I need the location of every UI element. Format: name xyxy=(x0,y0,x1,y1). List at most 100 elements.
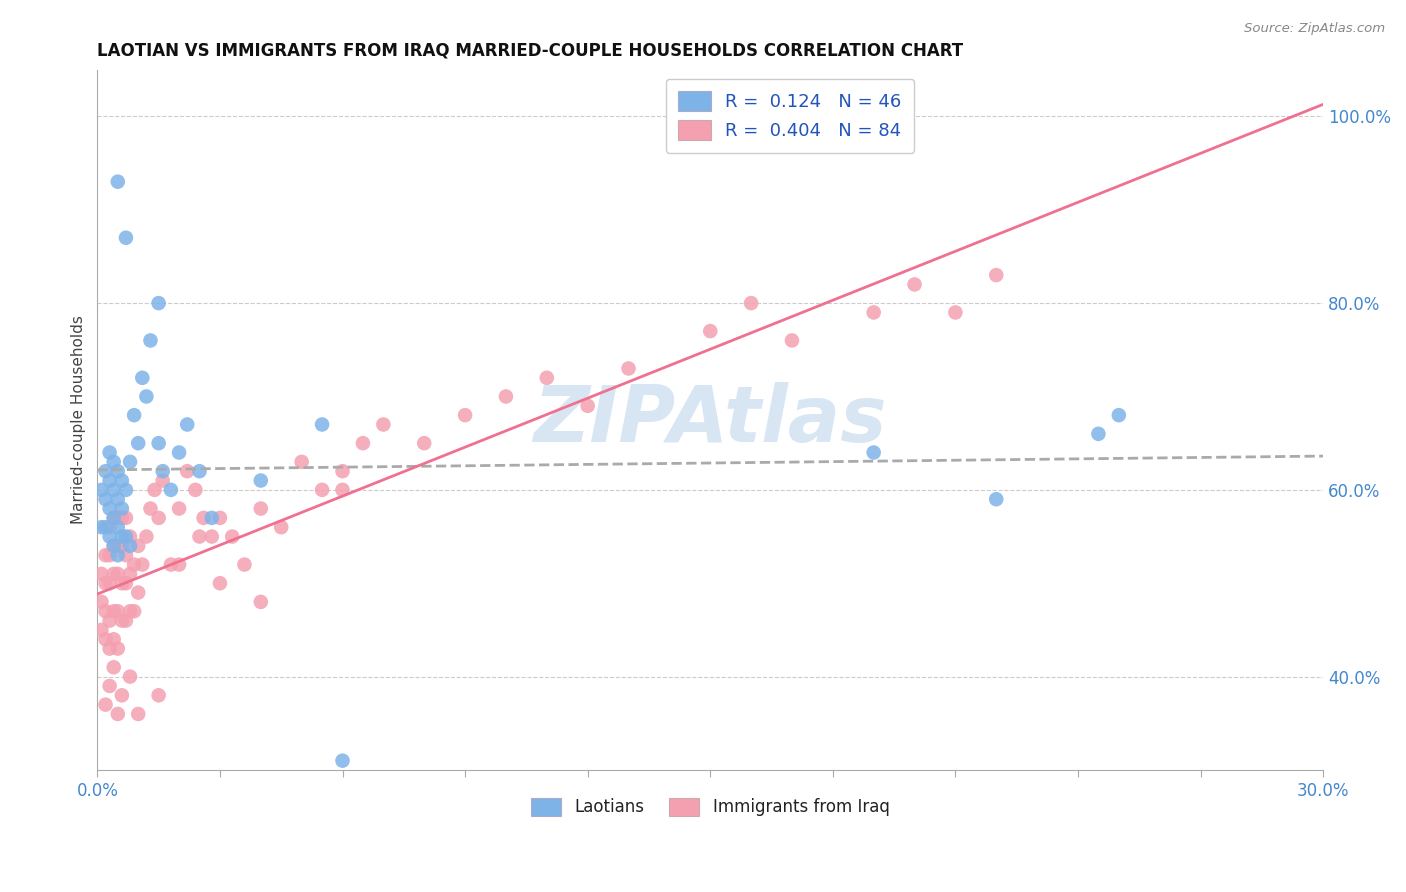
Point xyxy=(1087,426,1109,441)
Point xyxy=(111,511,134,525)
Point xyxy=(115,231,138,245)
Point xyxy=(118,604,141,618)
Point xyxy=(115,511,138,525)
Point xyxy=(90,520,112,534)
Point xyxy=(103,604,125,618)
Point xyxy=(903,277,925,292)
Point xyxy=(152,474,174,488)
Point xyxy=(98,679,121,693)
Point xyxy=(167,501,190,516)
Point xyxy=(152,464,174,478)
Point xyxy=(90,483,112,497)
Point xyxy=(413,436,436,450)
Point xyxy=(94,548,117,562)
Text: ZIPAtlas: ZIPAtlas xyxy=(533,382,887,458)
Point xyxy=(148,511,170,525)
Point xyxy=(740,296,762,310)
Point xyxy=(131,371,153,385)
Point xyxy=(1108,408,1130,422)
Point xyxy=(122,558,145,572)
Point xyxy=(454,408,477,422)
Point xyxy=(332,754,354,768)
Point xyxy=(90,595,112,609)
Point xyxy=(270,520,292,534)
Point xyxy=(107,539,129,553)
Point xyxy=(103,539,125,553)
Point xyxy=(127,585,149,599)
Point xyxy=(160,558,183,572)
Point xyxy=(103,660,125,674)
Point xyxy=(103,455,125,469)
Point xyxy=(115,614,138,628)
Point xyxy=(98,641,121,656)
Point xyxy=(176,417,198,432)
Point xyxy=(188,464,211,478)
Point xyxy=(111,688,134,702)
Point xyxy=(90,566,112,581)
Text: LAOTIAN VS IMMIGRANTS FROM IRAQ MARRIED-COUPLE HOUSEHOLDS CORRELATION CHART: LAOTIAN VS IMMIGRANTS FROM IRAQ MARRIED-… xyxy=(97,42,963,60)
Point xyxy=(98,548,121,562)
Point xyxy=(373,417,395,432)
Point xyxy=(127,539,149,553)
Point xyxy=(107,464,129,478)
Point xyxy=(107,175,129,189)
Point xyxy=(103,511,125,525)
Point xyxy=(233,558,256,572)
Point xyxy=(617,361,640,376)
Point xyxy=(107,641,129,656)
Point xyxy=(193,511,215,525)
Point xyxy=(107,548,129,562)
Point xyxy=(94,604,117,618)
Point xyxy=(118,670,141,684)
Point xyxy=(945,305,967,319)
Point xyxy=(118,566,141,581)
Point xyxy=(94,520,117,534)
Point xyxy=(107,511,129,525)
Point xyxy=(94,492,117,507)
Point xyxy=(184,483,207,497)
Point xyxy=(167,558,190,572)
Point xyxy=(135,389,157,403)
Point xyxy=(139,501,162,516)
Point xyxy=(118,455,141,469)
Point xyxy=(249,501,271,516)
Point xyxy=(122,408,145,422)
Point xyxy=(115,548,138,562)
Y-axis label: Married-couple Households: Married-couple Households xyxy=(72,316,86,524)
Point xyxy=(111,576,134,591)
Point xyxy=(249,595,271,609)
Point xyxy=(103,539,125,553)
Point xyxy=(115,576,138,591)
Point xyxy=(94,464,117,478)
Point xyxy=(111,530,134,544)
Point xyxy=(148,436,170,450)
Point xyxy=(862,305,884,319)
Point xyxy=(107,706,129,721)
Point xyxy=(986,492,1008,507)
Point xyxy=(107,492,129,507)
Point xyxy=(107,566,129,581)
Point xyxy=(208,576,231,591)
Point xyxy=(986,268,1008,282)
Point xyxy=(111,501,134,516)
Point xyxy=(103,632,125,647)
Point xyxy=(862,445,884,459)
Point xyxy=(167,445,190,459)
Point xyxy=(107,604,129,618)
Point xyxy=(143,483,166,497)
Text: Source: ZipAtlas.com: Source: ZipAtlas.com xyxy=(1244,22,1385,36)
Point xyxy=(103,483,125,497)
Point xyxy=(98,445,121,459)
Point xyxy=(148,296,170,310)
Point xyxy=(311,483,333,497)
Point xyxy=(160,483,183,497)
Point xyxy=(103,566,125,581)
Point xyxy=(311,417,333,432)
Point xyxy=(780,334,803,348)
Point xyxy=(90,623,112,637)
Point xyxy=(291,455,314,469)
Point xyxy=(98,501,121,516)
Point xyxy=(111,614,134,628)
Point xyxy=(103,511,125,525)
Legend: Laotians, Immigrants from Iraq: Laotians, Immigrants from Iraq xyxy=(523,789,898,825)
